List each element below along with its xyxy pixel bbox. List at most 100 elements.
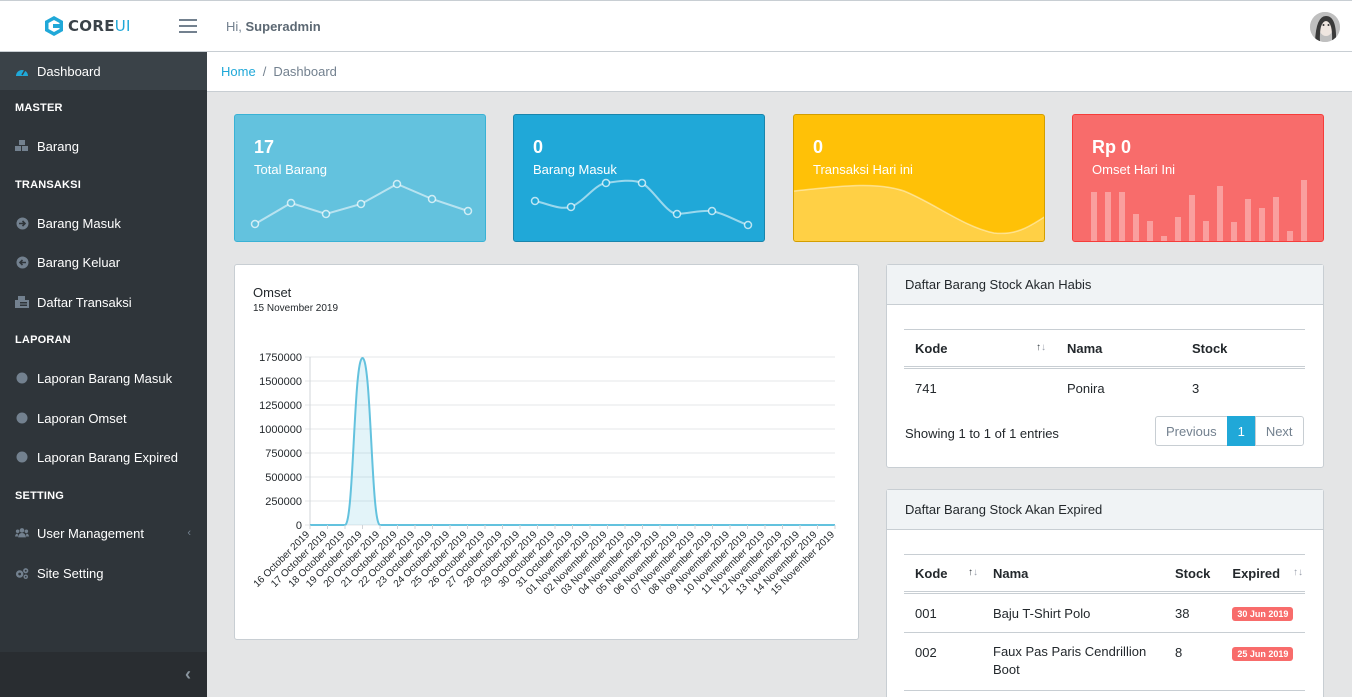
sidebar-item-dashboard[interactable]: Dashboard <box>0 52 207 90</box>
y-tick-label: 250000 <box>265 496 302 508</box>
user-avatar[interactable] <box>1310 12 1340 42</box>
column-header-kode[interactable]: Kode ↑↓ <box>904 329 1056 369</box>
sparkline-curve-chart <box>530 178 753 230</box>
user-greeting: Hi, Superadmin <box>226 19 321 34</box>
widget-label: Total Barang <box>254 162 327 177</box>
sparkline-area-chart <box>794 184 1044 241</box>
sidebar-item-laporan-barang-expired[interactable]: Laporan Barang Expired <box>0 438 207 476</box>
sidebar: Dashboard MASTER Barang TRANSAKSI Barang… <box>0 52 207 697</box>
cell-kode: 001 <box>904 592 982 633</box>
chevron-left-icon: ‹ <box>187 527 191 539</box>
cogs-icon <box>15 566 29 580</box>
fax-icon <box>15 295 29 309</box>
widget-value: 0 <box>813 137 824 157</box>
brand-core-text: CORE <box>68 17 115 35</box>
omset-series-line <box>310 356 835 526</box>
table-row: 002 Faux Pas Paris Cendrillion Boot 8 25… <box>904 632 1305 691</box>
sidebar-item-label: Site Setting <box>37 565 104 581</box>
widget-value: Rp 0 <box>1092 137 1132 157</box>
arrow-circle-left-icon <box>15 255 29 269</box>
cell-stock: 3 <box>1192 380 1200 396</box>
nav-section-transaksi: TRANSAKSI <box>15 179 81 191</box>
stock-expired-card: Daftar Barang Stock Akan Expired Kode ↑↓ … <box>886 489 1324 697</box>
table-row: 741 Ponira 3 <box>904 368 1305 408</box>
cell-expired: 25 Jun 2019 <box>1221 632 1305 691</box>
nav-section-laporan: LAPORAN <box>15 334 71 346</box>
sidebar-item-label: Barang Keluar <box>37 254 121 270</box>
sidebar-item-user-management[interactable]: User Management ‹ <box>0 514 207 552</box>
sidebar-minimizer-button[interactable]: ‹ <box>0 652 207 697</box>
column-header-expired[interactable]: Expired ↑↓ <box>1221 554 1305 594</box>
stock-habis-table: Kode ↑↓ Nama Stock 741 Ponira 3 <box>904 329 1305 408</box>
sidebar-item-site-setting[interactable]: Site Setting <box>0 554 207 592</box>
sidebar-item-label: Laporan Barang Expired <box>37 449 178 465</box>
sidebar-item-label: Dashboard <box>37 63 101 79</box>
sort-icon: ↑↓ <box>1293 567 1303 578</box>
pagination-page-1[interactable]: 1 <box>1226 416 1256 446</box>
greeting-prefix: Hi, <box>226 19 242 34</box>
sidebar-item-barang-masuk[interactable]: Barang Masuk <box>0 204 207 242</box>
brand-logo[interactable]: COREUI <box>44 15 131 37</box>
cell-kode: 002 <box>904 632 982 691</box>
circle-icon <box>15 411 29 425</box>
chart-subtitle: 15 November 2019 <box>253 303 339 314</box>
widget-label: Transaksi Hari ini <box>813 162 913 177</box>
column-header-stock[interactable]: Stock <box>1181 329 1305 369</box>
card-title: Daftar Barang Stock Akan Habis <box>905 277 1092 292</box>
circle-icon <box>15 450 29 464</box>
breadcrumb-separator: / <box>262 64 267 79</box>
sparkline-bar-chart <box>1091 180 1307 241</box>
sidebar-item-label: Barang <box>37 138 79 154</box>
cell-kode: 741 <box>915 380 937 396</box>
y-tick-label: 1750000 <box>259 352 302 364</box>
widget-total-barang: 17 Total Barang <box>234 114 486 242</box>
omset-chart-card: Omset 15 November 2019 0 250000 500000 7500… <box>234 264 859 640</box>
brand-ui-text: UI <box>114 17 131 35</box>
widget-label: Omset Hari Ini <box>1092 162 1176 177</box>
sidebar-item-barang[interactable]: Barang <box>0 127 207 165</box>
column-header-nama[interactable]: Nama <box>1056 329 1181 369</box>
sidebar-item-label: Laporan Omset <box>37 410 127 426</box>
speedometer-icon <box>15 64 29 78</box>
cubes-icon <box>15 139 29 153</box>
omset-area-fill <box>310 357 835 525</box>
widget-value: 0 <box>533 137 544 157</box>
arrow-circle-right-icon <box>15 216 29 230</box>
sort-icon: ↑↓ <box>968 567 978 578</box>
sidebar-toggle-hamburger-icon[interactable] <box>179 19 197 33</box>
omset-area-chart: 0 250000 500000 750000 1000000 1250000 1500000… <box>252 352 838 597</box>
card-header: Daftar Barang Stock Akan Expired <box>887 490 1323 530</box>
users-icon <box>15 526 29 540</box>
breadcrumb-home-link[interactable]: Home <box>221 64 256 79</box>
expired-date-badge: 25 Jun 2019 <box>1232 647 1294 661</box>
cell-nama: Faux Pas Paris Cendrillion Boot <box>982 632 1164 691</box>
y-tick-label: 500000 <box>265 472 302 484</box>
cell-nama: Ponira <box>1067 380 1105 396</box>
sidebar-item-barang-keluar[interactable]: Barang Keluar <box>0 243 207 281</box>
avatar-image-icon <box>1310 12 1340 42</box>
column-header-kode[interactable]: Kode ↑↓ <box>904 554 982 594</box>
pagination: Previous 1 Next <box>1155 416 1304 446</box>
sidebar-item-laporan-omset[interactable]: Laporan Omset <box>0 399 207 437</box>
cell-stock: 38 <box>1164 592 1222 633</box>
widget-barang-masuk: 0 Barang Masuk <box>513 114 765 242</box>
table-info: Showing 1 to 1 of 1 entries <box>905 426 1059 441</box>
pagination-previous-button[interactable]: Previous <box>1155 416 1228 446</box>
expired-date-badge: 30 Jun 2019 <box>1232 607 1294 621</box>
widget-omset-hari-ini: Rp 0 Omset Hari Ini <box>1072 114 1324 242</box>
sidebar-item-laporan-barang-masuk[interactable]: Laporan Barang Masuk <box>0 359 207 397</box>
nav-section-setting: SETTING <box>15 490 65 502</box>
card-header: Daftar Barang Stock Akan Habis <box>887 265 1323 305</box>
y-tick-label: 1250000 <box>259 400 302 412</box>
greeting-username: Superadmin <box>245 19 321 34</box>
sidebar-item-label: Barang Masuk <box>37 215 121 231</box>
column-header-stock[interactable]: Stock <box>1164 554 1222 594</box>
chart-title: Omset <box>253 285 292 300</box>
sidebar-item-daftar-transaksi[interactable]: Daftar Transaksi <box>0 283 207 321</box>
widget-value: 17 <box>254 137 275 157</box>
y-tick-label: 750000 <box>265 448 302 460</box>
column-header-nama[interactable]: Nama <box>982 554 1164 594</box>
breadcrumb-current: Dashboard <box>273 64 337 79</box>
pagination-next-button[interactable]: Next <box>1254 416 1304 446</box>
circle-icon <box>15 371 29 385</box>
